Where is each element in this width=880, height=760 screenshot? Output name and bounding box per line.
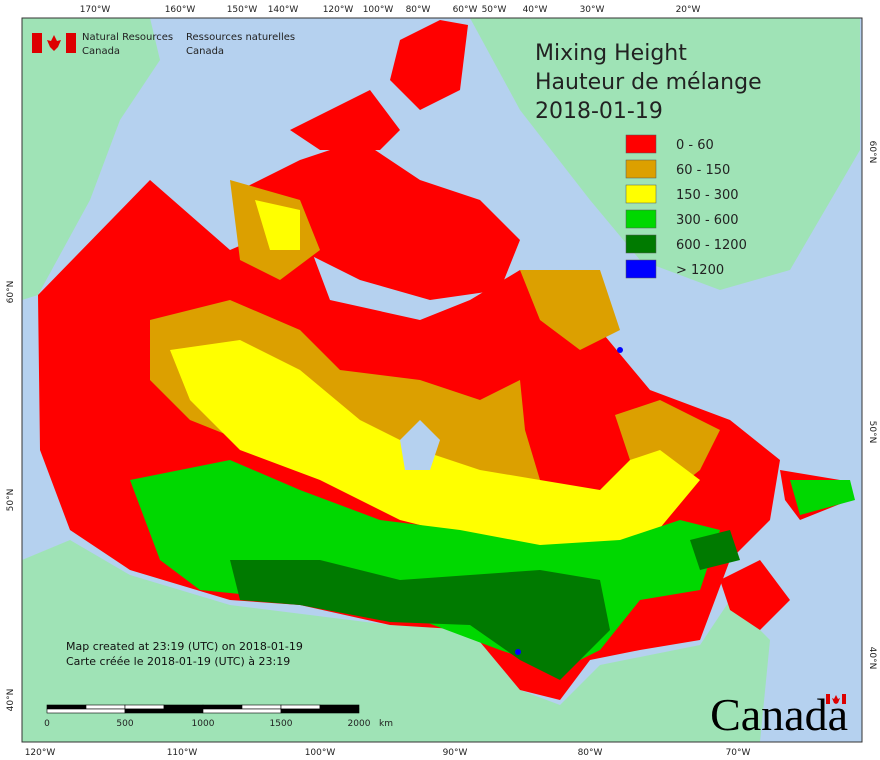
scale-segment — [319, 704, 360, 710]
zone-region — [720, 560, 790, 630]
zone-region — [515, 649, 521, 655]
agency-signature: Natural Resources Canada Ressources natu… — [32, 32, 295, 57]
wordmark: Canada — [710, 689, 848, 740]
longitude-label: 30°W — [580, 5, 605, 15]
zone-region — [520, 270, 620, 350]
scale-label: 500 — [116, 719, 133, 729]
legend-swatch — [625, 234, 657, 254]
agency-en: Canada — [82, 46, 120, 57]
flag-leaf — [47, 35, 61, 51]
scale-segment — [202, 708, 282, 714]
zone-region — [170, 340, 700, 560]
longitude-label: 80°W — [578, 748, 603, 758]
bottom-longitudes: 120°W 110°W 100°W 90°W 80°W 70°W — [25, 748, 751, 758]
longitude-label: 120°W — [323, 5, 354, 15]
scale-segment — [124, 708, 204, 714]
zone-region — [290, 90, 400, 150]
scale-segment — [46, 704, 87, 710]
latitude-label: 50°N — [867, 421, 877, 444]
alaska — [22, 18, 160, 300]
longitude-label: 60°W — [453, 5, 478, 15]
legend-label: 60 - 150 — [676, 163, 730, 178]
flag-bar — [66, 33, 76, 53]
latitude-label: 60°N — [867, 141, 877, 164]
legend-label: 600 - 1200 — [676, 238, 747, 253]
longitude-label: 90°W — [443, 748, 468, 758]
scale-label: 1000 — [192, 719, 215, 729]
legend-swatch — [625, 259, 657, 279]
longitude-label: 150°W — [227, 5, 258, 15]
scale-segment — [85, 704, 126, 710]
longitude-label: 110°W — [167, 748, 198, 758]
scale-unit: km — [379, 719, 393, 729]
longitude-label: 70°W — [726, 748, 751, 758]
legend-swatch — [625, 184, 657, 204]
scale-segment — [280, 708, 360, 714]
latitude-label: 50°N — [6, 489, 16, 512]
longitude-label: 40°W — [523, 5, 548, 15]
zone-region — [230, 560, 610, 680]
longitude-label: 160°W — [165, 5, 196, 15]
scale-segment — [202, 704, 243, 710]
longitude-label: 100°W — [363, 5, 394, 15]
legend-label: > 1200 — [676, 263, 724, 278]
longitude-label: 140°W — [268, 5, 299, 15]
greenland — [470, 18, 860, 290]
scale-segment — [46, 708, 126, 714]
legend: 0 - 60 60 - 150 150 - 300 300 - 600 600 - 12… — [625, 134, 747, 279]
agency-fr: Ressources naturelles — [186, 32, 295, 43]
legend-label: 0 - 60 — [676, 138, 714, 153]
scale-segment — [241, 704, 282, 710]
title: Hauteur de mélange — [535, 70, 762, 95]
agency-fr: Canada — [186, 46, 224, 57]
legend-label: 150 - 300 — [676, 188, 739, 203]
map — [21, 17, 863, 743]
footer-note: Map created at 23:19 (UTC) on 2018-01-19 — [66, 640, 303, 653]
longitude-label: 80°W — [406, 5, 431, 15]
footer-note: Carte créée le 2018-01-19 (UTC) à 23:19 — [66, 655, 290, 668]
zone-region — [520, 370, 630, 490]
zone-region — [255, 200, 300, 250]
zone-region — [390, 20, 468, 110]
latitude-label: 40°N — [867, 647, 877, 670]
latitudes: 60°N 50°N 40°N 60°N 50°N 40°N — [6, 141, 877, 712]
scale-segment — [280, 704, 321, 710]
latitude-label: 40°N — [6, 689, 16, 712]
hudson-bay — [400, 420, 440, 470]
wordmark-flag — [842, 694, 846, 704]
latitude-label: 60°N — [6, 281, 16, 304]
usa — [22, 540, 770, 742]
top-longitudes: 170°W 160°W 150°W 140°W 120°W 100°W 80°W 60°W 50… — [80, 5, 701, 15]
scale-label: 0 — [44, 719, 50, 729]
legend-swatch — [625, 134, 657, 154]
wordmark-flag — [826, 694, 830, 704]
zone-region — [617, 347, 623, 353]
longitude-label: 50°W — [482, 5, 507, 15]
scale-segment — [124, 704, 165, 710]
flag-bar — [32, 33, 42, 53]
zone-region — [240, 140, 520, 300]
longitude-label: 100°W — [305, 748, 336, 758]
wordmark-flag — [832, 695, 840, 704]
zone-region — [790, 480, 855, 515]
scale-label: 2000 — [348, 719, 371, 729]
longitude-label: 170°W — [80, 5, 111, 15]
agency-en: Natural Resources — [82, 32, 173, 43]
longitude-label: 120°W — [25, 748, 56, 758]
scale-label: 1500 — [270, 719, 293, 729]
title: 2018-01-19 — [535, 99, 663, 124]
legend-label: 300 - 600 — [676, 213, 739, 228]
scale-bar: 0 500 1000 1500 2000 km — [44, 704, 393, 729]
legend-swatch — [625, 159, 657, 179]
scale-segment — [163, 704, 204, 710]
zone-region — [690, 530, 740, 570]
title: Mixing Height — [535, 41, 687, 66]
legend-swatch — [625, 209, 657, 229]
longitude-label: 20°W — [676, 5, 701, 15]
map-frame — [21, 17, 863, 743]
